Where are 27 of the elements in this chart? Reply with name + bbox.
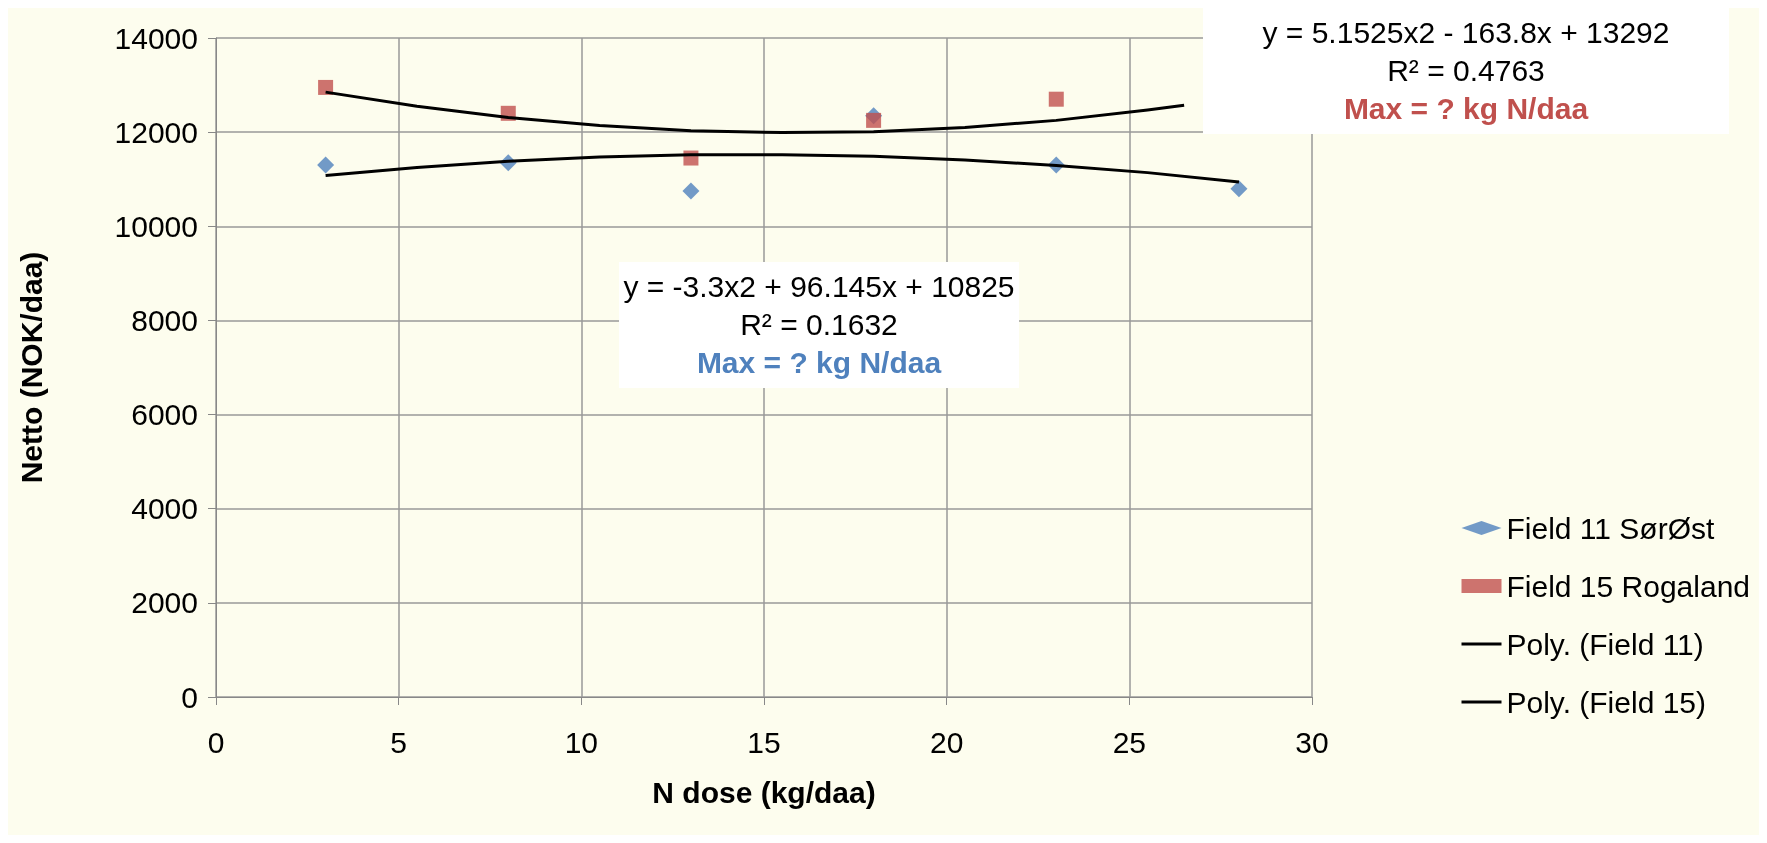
x-tick-label: 5 bbox=[390, 725, 408, 759]
annotation: y = 5.1525x2 - 163.8x + 13292 bbox=[1261, 15, 1671, 51]
y-tick-label: 12000 bbox=[114, 115, 198, 149]
y-axis-title: Netto (NOK/daa) bbox=[14, 251, 48, 484]
legend-label: Poly. (Field 11) bbox=[1506, 627, 1704, 661]
x-tick-label: 0 bbox=[207, 725, 225, 759]
x-tick-label: 20 bbox=[929, 725, 964, 759]
text-box: y = 5.1525x2 - 163.8x + 13292 R² = 0.4763 Max = ? kg N/daa bbox=[1203, 8, 1729, 134]
y-tick-label: 8000 bbox=[131, 303, 198, 337]
y-tick-label: 2000 bbox=[131, 586, 198, 620]
annotation: y = -3.3x2 + 96.145x + 10825 bbox=[622, 269, 1016, 305]
x-axis-title: N dose (kg/daa) bbox=[652, 775, 876, 809]
legend-label: Field 15 Rogaland bbox=[1506, 569, 1751, 603]
y-tick-label: 4000 bbox=[131, 492, 198, 526]
x-tick-label: 30 bbox=[1295, 725, 1329, 759]
y-tick-label: 0 bbox=[181, 680, 198, 714]
text-box: y = -3.3x2 + 96.145x + 10825 R² = 0.1632 Max = ? kg N/daa bbox=[619, 262, 1019, 388]
y-tick-label: 10000 bbox=[114, 209, 198, 243]
x-tick-label: 15 bbox=[747, 725, 781, 759]
x-tick-label: 10 bbox=[564, 725, 599, 759]
y-tick-label: 14000 bbox=[114, 21, 198, 55]
legend-label: Poly. (Field 15) bbox=[1506, 685, 1707, 719]
y-tick-label: 6000 bbox=[131, 398, 198, 432]
x-tick-label: 25 bbox=[1112, 725, 1147, 759]
annotation: Max = ? kg N/daa bbox=[695, 345, 943, 381]
legend-label: Field 11 SørØst bbox=[1506, 511, 1715, 545]
annotation: R² = 0.1632 bbox=[739, 307, 899, 343]
